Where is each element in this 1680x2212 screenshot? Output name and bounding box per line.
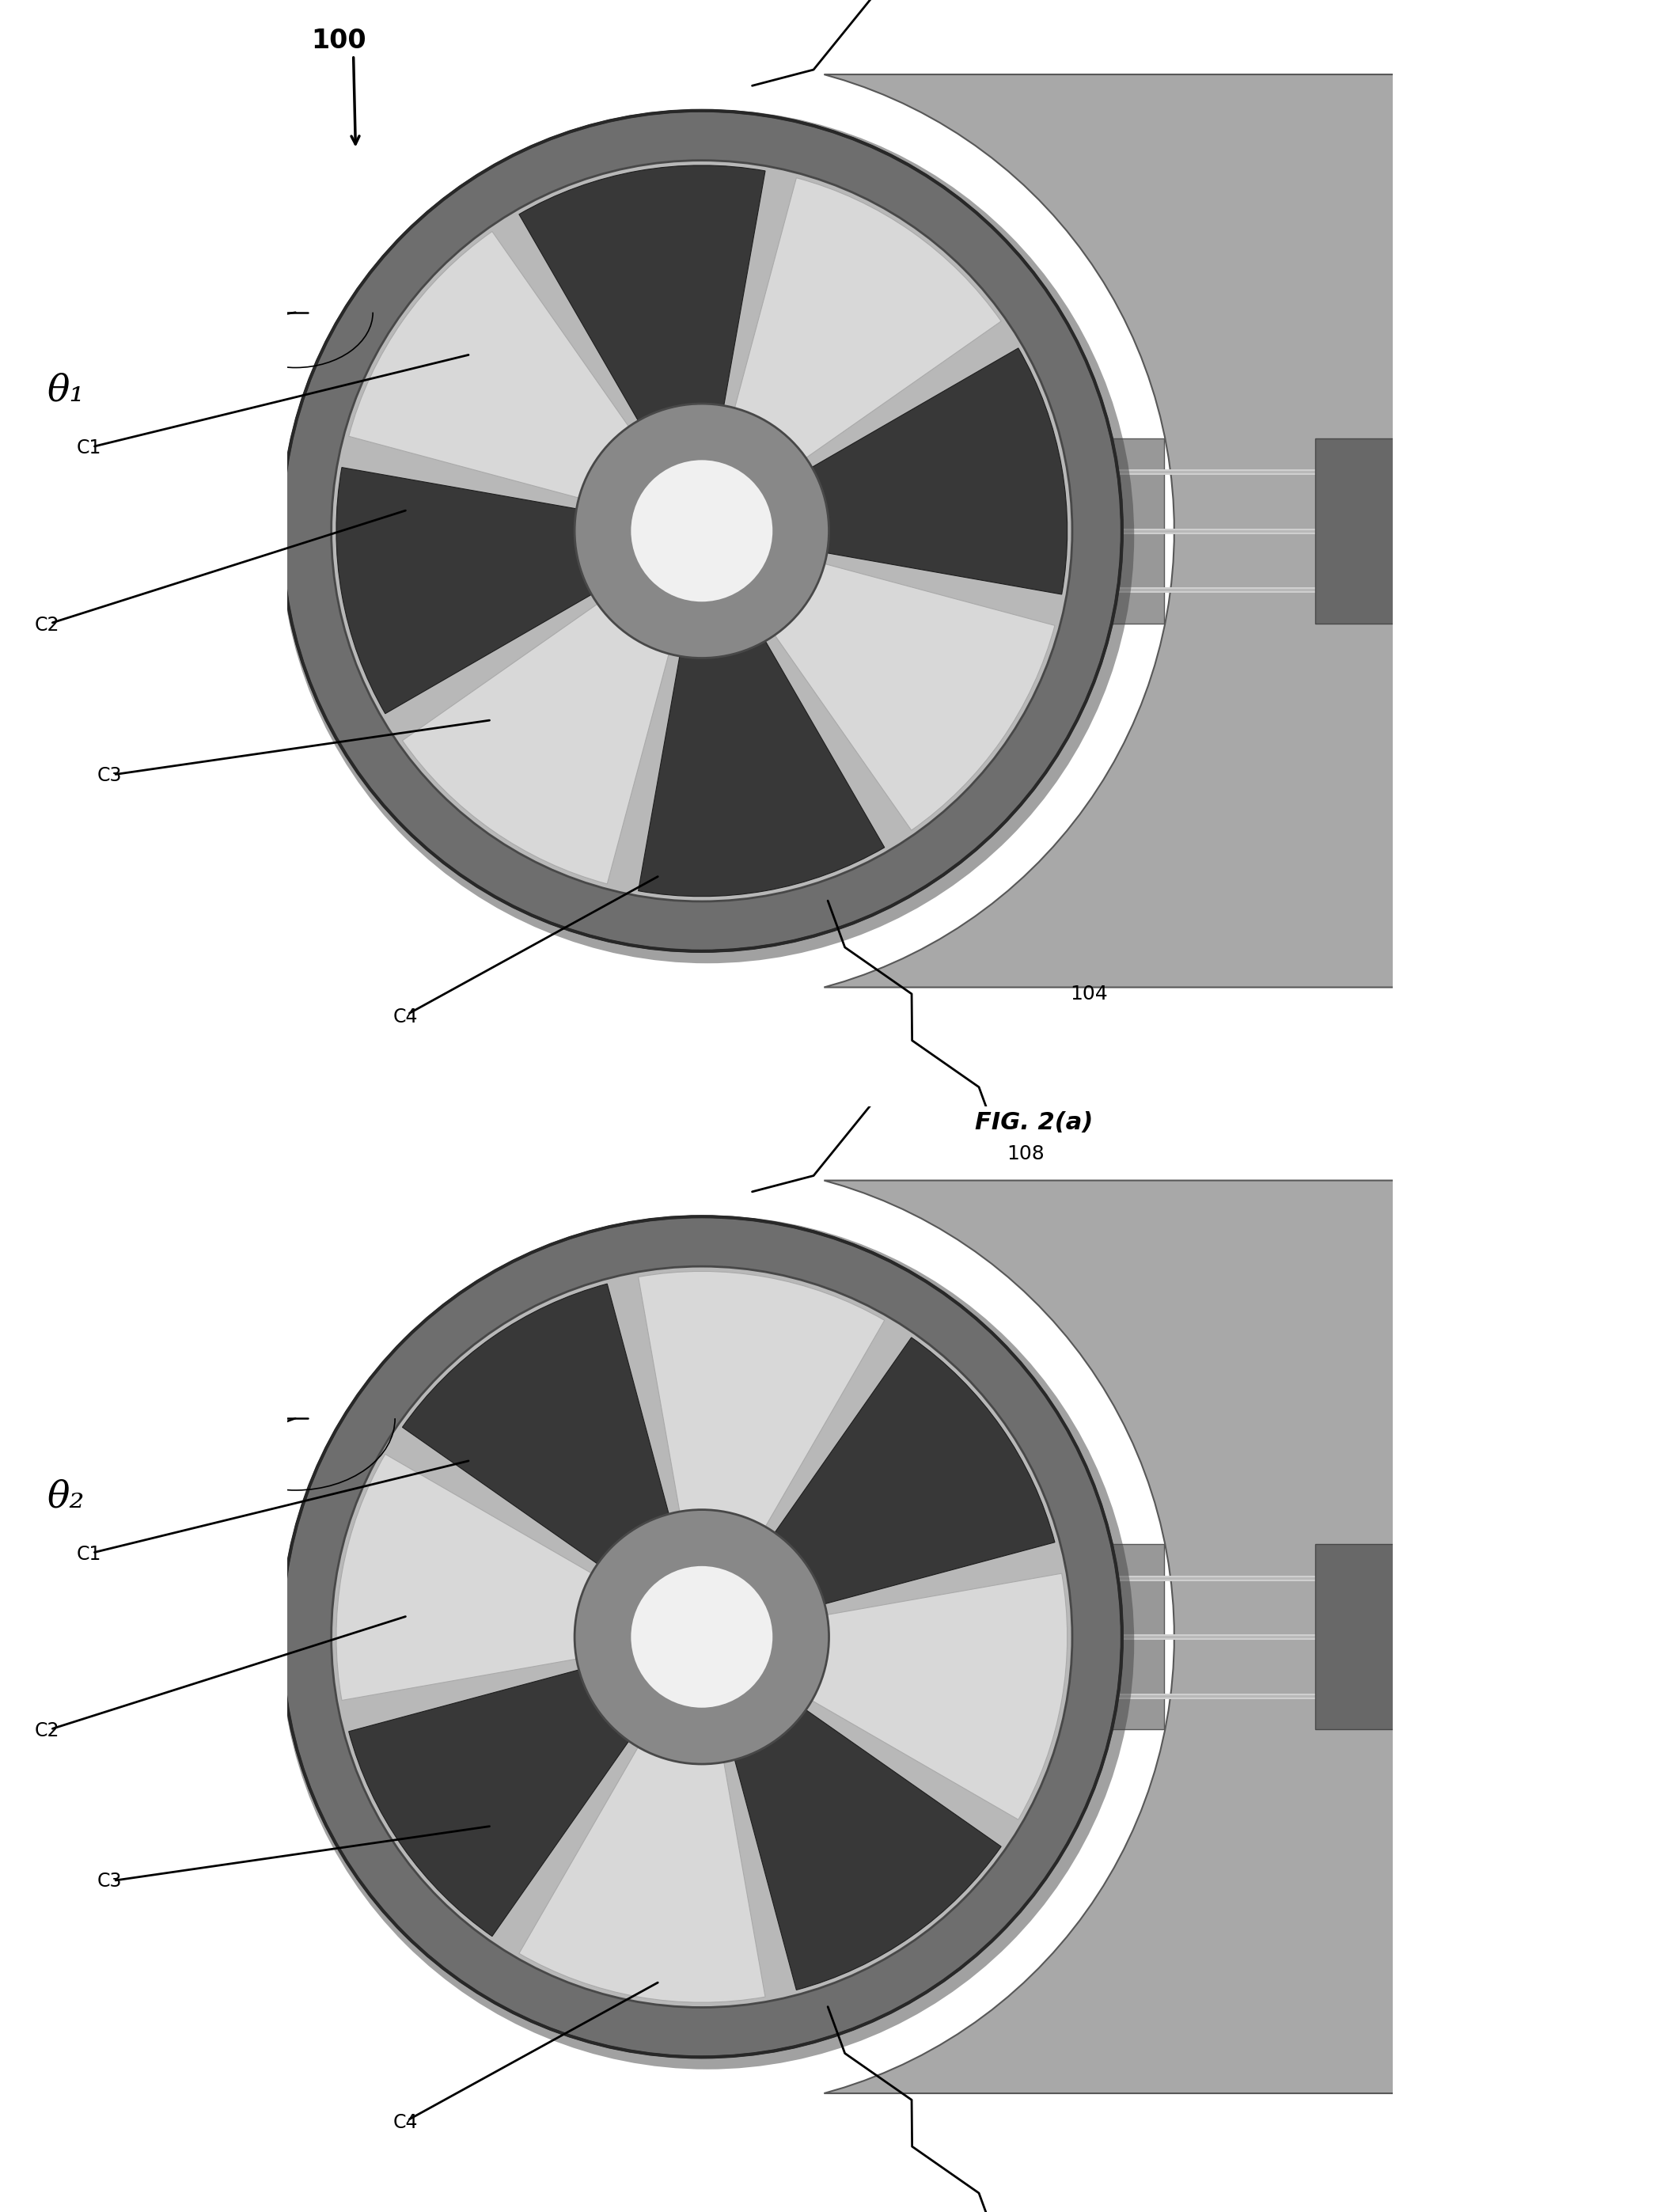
Text: 100: 100: [311, 29, 366, 53]
Circle shape: [575, 405, 828, 659]
Wedge shape: [657, 1730, 900, 2002]
Polygon shape: [825, 75, 1448, 987]
Text: C2: C2: [35, 615, 59, 635]
Text: 108: 108: [1006, 1146, 1045, 1164]
Text: FIG. 2(a): FIG. 2(a): [974, 1110, 1094, 1135]
Wedge shape: [403, 595, 674, 885]
Wedge shape: [769, 243, 1060, 509]
Polygon shape: [1315, 1544, 1448, 1730]
Text: θ₂: θ₂: [47, 1480, 84, 1515]
Wedge shape: [413, 1705, 679, 1995]
Text: C4: C4: [393, 1006, 418, 1026]
Wedge shape: [502, 1272, 746, 1544]
Wedge shape: [764, 1338, 1055, 1608]
Wedge shape: [731, 177, 1001, 467]
Text: C3: C3: [97, 765, 123, 785]
Polygon shape: [974, 438, 1164, 624]
Text: 104: 104: [1070, 984, 1107, 1004]
Circle shape: [282, 1217, 1122, 2057]
Polygon shape: [1315, 438, 1448, 624]
Circle shape: [334, 164, 1070, 898]
Wedge shape: [769, 1659, 1060, 1924]
Circle shape: [281, 108, 1134, 964]
Wedge shape: [336, 1593, 610, 1836]
Wedge shape: [798, 1573, 1067, 1820]
Circle shape: [630, 458, 774, 604]
Wedge shape: [724, 1279, 990, 1568]
Wedge shape: [403, 1283, 674, 1573]
Wedge shape: [731, 1701, 1001, 1991]
Text: C3: C3: [97, 1871, 123, 1891]
Wedge shape: [724, 599, 990, 889]
Polygon shape: [974, 1544, 1164, 1730]
Circle shape: [334, 1270, 1070, 2004]
Circle shape: [575, 1509, 828, 1765]
Wedge shape: [336, 467, 606, 714]
Wedge shape: [502, 624, 746, 896]
Circle shape: [331, 1265, 1072, 2008]
Circle shape: [281, 1217, 1134, 2070]
Wedge shape: [795, 487, 1067, 730]
Text: C1: C1: [76, 1544, 101, 1564]
Circle shape: [630, 1566, 774, 1708]
Circle shape: [282, 111, 1122, 951]
Text: θ₁: θ₁: [47, 374, 84, 409]
Text: C2: C2: [35, 1721, 59, 1741]
Wedge shape: [764, 560, 1055, 830]
Polygon shape: [825, 1181, 1448, 2093]
Wedge shape: [519, 166, 764, 436]
Text: C1: C1: [76, 438, 101, 458]
Text: C4: C4: [393, 2112, 418, 2132]
Wedge shape: [798, 347, 1067, 595]
Wedge shape: [336, 332, 610, 575]
Wedge shape: [638, 1272, 884, 1542]
Wedge shape: [344, 553, 633, 818]
Wedge shape: [349, 232, 638, 502]
Wedge shape: [344, 1349, 633, 1615]
Wedge shape: [413, 173, 679, 462]
Wedge shape: [795, 1438, 1067, 1681]
Wedge shape: [519, 1732, 764, 2002]
Wedge shape: [336, 1453, 606, 1701]
Wedge shape: [657, 166, 900, 438]
Circle shape: [331, 161, 1072, 902]
Wedge shape: [638, 626, 884, 896]
Wedge shape: [349, 1666, 638, 1936]
